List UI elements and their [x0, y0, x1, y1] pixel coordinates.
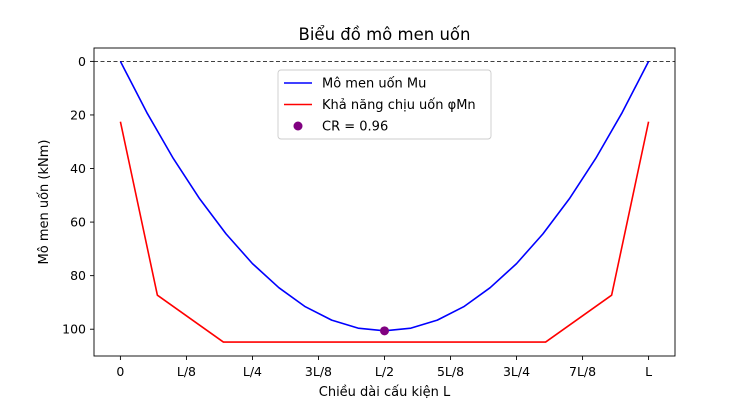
x-axis-label: Chiều dài cấu kiện L — [319, 385, 451, 400]
x-tick-label-8: L — [645, 364, 652, 379]
y-tick-label-1: 20 — [70, 107, 86, 122]
series-line-1 — [119, 121, 650, 343]
y-tick-label-4: 80 — [70, 268, 86, 283]
y-tick-label-3: 60 — [70, 215, 86, 230]
x-axis: 0 L/8 L/4 3L/8 L/2 5L/8 3L/4 7L/8 L — [116, 356, 652, 379]
legend-swatch-2 — [293, 121, 303, 131]
y-axis: 0 20 40 60 80 100 — [62, 54, 94, 337]
y-tick-label-2: 40 — [70, 161, 86, 176]
legend-label-2: CR = 0.96 — [322, 120, 388, 135]
x-tick-label-1: L/8 — [177, 364, 196, 379]
legend-box — [277, 69, 492, 140]
series-point-2-0 — [380, 326, 389, 336]
x-tick-label-3: 3L/8 — [305, 364, 332, 379]
legend: Mô men uốn Mu Khả năng chịu uốn φMn CR = 0… — [277, 69, 492, 140]
x-tick-label-7: 7L/8 — [569, 364, 596, 379]
x-tick-label-2: L/4 — [243, 364, 262, 379]
x-tick-label-6: 3L/4 — [503, 364, 530, 379]
chart-title: Biểu đồ mô men uốn — [299, 25, 471, 44]
x-tick-label-5: 5L/8 — [437, 364, 464, 379]
y-tick-label-0: 0 — [78, 54, 86, 69]
y-tick-label-5: 100 — [62, 322, 86, 337]
x-tick-label-4: L/2 — [375, 364, 394, 379]
legend-label-1: Khả năng chịu uốn φMn — [322, 98, 476, 113]
legend-label-0: Mô men uốn Mu — [322, 77, 426, 92]
x-tick-label-0: 0 — [116, 364, 124, 379]
y-axis-label: Mô men uốn (kNm) — [37, 140, 52, 265]
